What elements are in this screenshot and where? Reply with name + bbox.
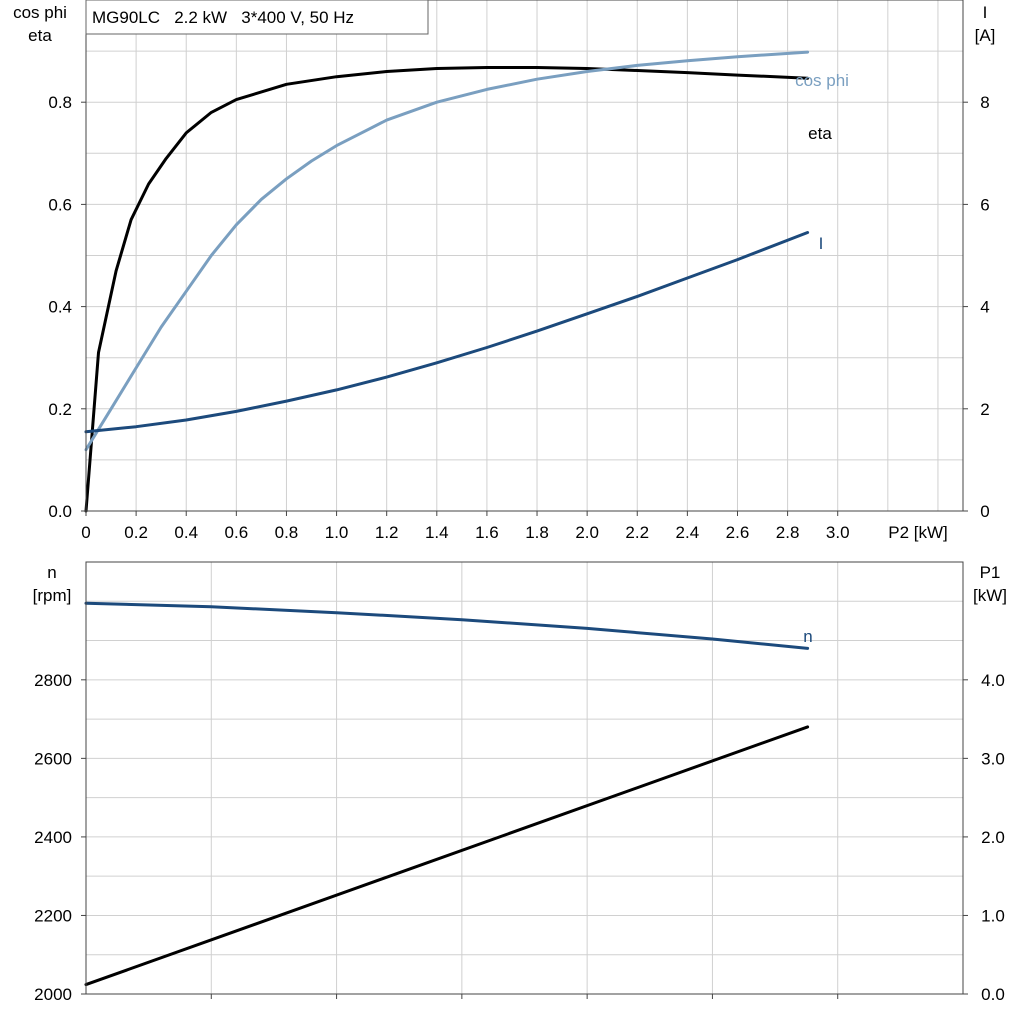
title-box [85,0,429,35]
bottom-curves [84,601,810,987]
top-x-tick-label: 1.8 [525,523,549,542]
top-left-tick-label: 0.4 [48,298,72,317]
top-x-axis-label: P2 [kW] [888,523,948,542]
top-left-tick-label: 0.0 [48,502,72,521]
top-x-tick-label: 3.0 [826,523,850,542]
top-x-tick-label: 2.6 [726,523,750,542]
bottom-grid [86,562,963,994]
top-x-tick-label: 0.2 [124,523,148,542]
chart-title: MG90LC 2.2 kW 3*400 V, 50 Hz [92,8,354,27]
top-x-tick-label: 1.2 [375,523,399,542]
top-x-tick-label: 0.6 [225,523,249,542]
top-x-tick-label: 2.8 [776,523,800,542]
top-x-tick-label: 0.4 [174,523,198,542]
bottom-left-tick-label: 2600 [34,749,72,768]
bottom-right-tick-label: 2.0 [981,828,1005,847]
top-right-tick-label: 8 [980,93,989,112]
bottom-left-tick-label: 2200 [34,906,72,925]
bottom-left-tick-label: 2800 [34,671,72,690]
bottom-left-tick-label: 2400 [34,828,72,847]
top-right-tick-label: 6 [980,195,989,214]
top-x-tick-label: 2.2 [625,523,649,542]
bottom-right-tick-label: 3.0 [981,749,1005,768]
bottom-left-tick-label: 2000 [34,985,72,1004]
series-label-cos-phi: cos phi [795,71,849,90]
bottom-right-axis-label-p1: P1 [980,563,1001,582]
top-ticks: 0 0.2 0.4 0.6 0.8 1.0 1.2 1.4 1.6 1.8 2.0 2.2 2.4 2.6… [48,93,989,542]
top-left-tick-label: 0.2 [48,400,72,419]
top-left-axis-label-cosphi: cos phi [13,3,67,22]
top-curve-eta [84,66,810,513]
bottom-right-tick-label: 1.0 [981,906,1005,925]
bottom-plot-frame [85,561,964,995]
top-left-axis-label-eta: eta [28,26,52,45]
top-x-tick-label: 0 [81,523,90,542]
series-label-i: I [819,234,824,253]
top-x-tick-label: 2.0 [575,523,599,542]
bottom-ticks: 2000 2200 2400 2600 2800 0.0 1.0 2.0 3.0 4.0 [34,671,1005,1004]
bottom-right-axis-label-unit: [kW] [973,586,1007,605]
top-curve-cos-phi [84,50,810,452]
bottom-curve-p1 [84,725,810,987]
top-curve-i [84,231,810,434]
series-label-n: n [803,627,812,646]
top-right-axis-label-i: I [983,3,988,22]
bottom-curve-n [84,601,810,650]
bottom-left-axis-label-unit: [rpm] [33,586,72,605]
bottom-right-tick-label: 4.0 [981,671,1005,690]
top-right-tick-label: 2 [980,400,989,419]
top-curves [84,50,810,513]
top-grid [86,0,963,511]
top-x-tick-label: 1.6 [475,523,499,542]
top-x-tick-label: 1.0 [325,523,349,542]
top-left-tick-label: 0.8 [48,93,72,112]
top-left-tick-label: 0.6 [48,195,72,214]
top-x-tick-label: 2.4 [676,523,700,542]
top-x-tick-label: 1.4 [425,523,449,542]
bottom-panel: 2000 2200 2400 2600 2800 0.0 1.0 2.0 3.0 4.0 n [r… [33,561,1007,1004]
series-label-eta: eta [808,124,832,143]
top-right-axis-label-unit: [A] [975,26,996,45]
top-panel: 0 0.2 0.4 0.6 0.8 1.0 1.2 1.4 1.6 1.8 2.0 2.2 2.4 2.6… [13,0,995,542]
top-x-tick-label: 0.8 [275,523,299,542]
bottom-right-tick-label: 0.0 [981,985,1005,1004]
bottom-left-axis-label-n: n [47,563,56,582]
top-right-tick-label: 0 [980,502,989,521]
top-plot-frame [85,0,964,512]
top-right-tick-label: 4 [980,298,989,317]
